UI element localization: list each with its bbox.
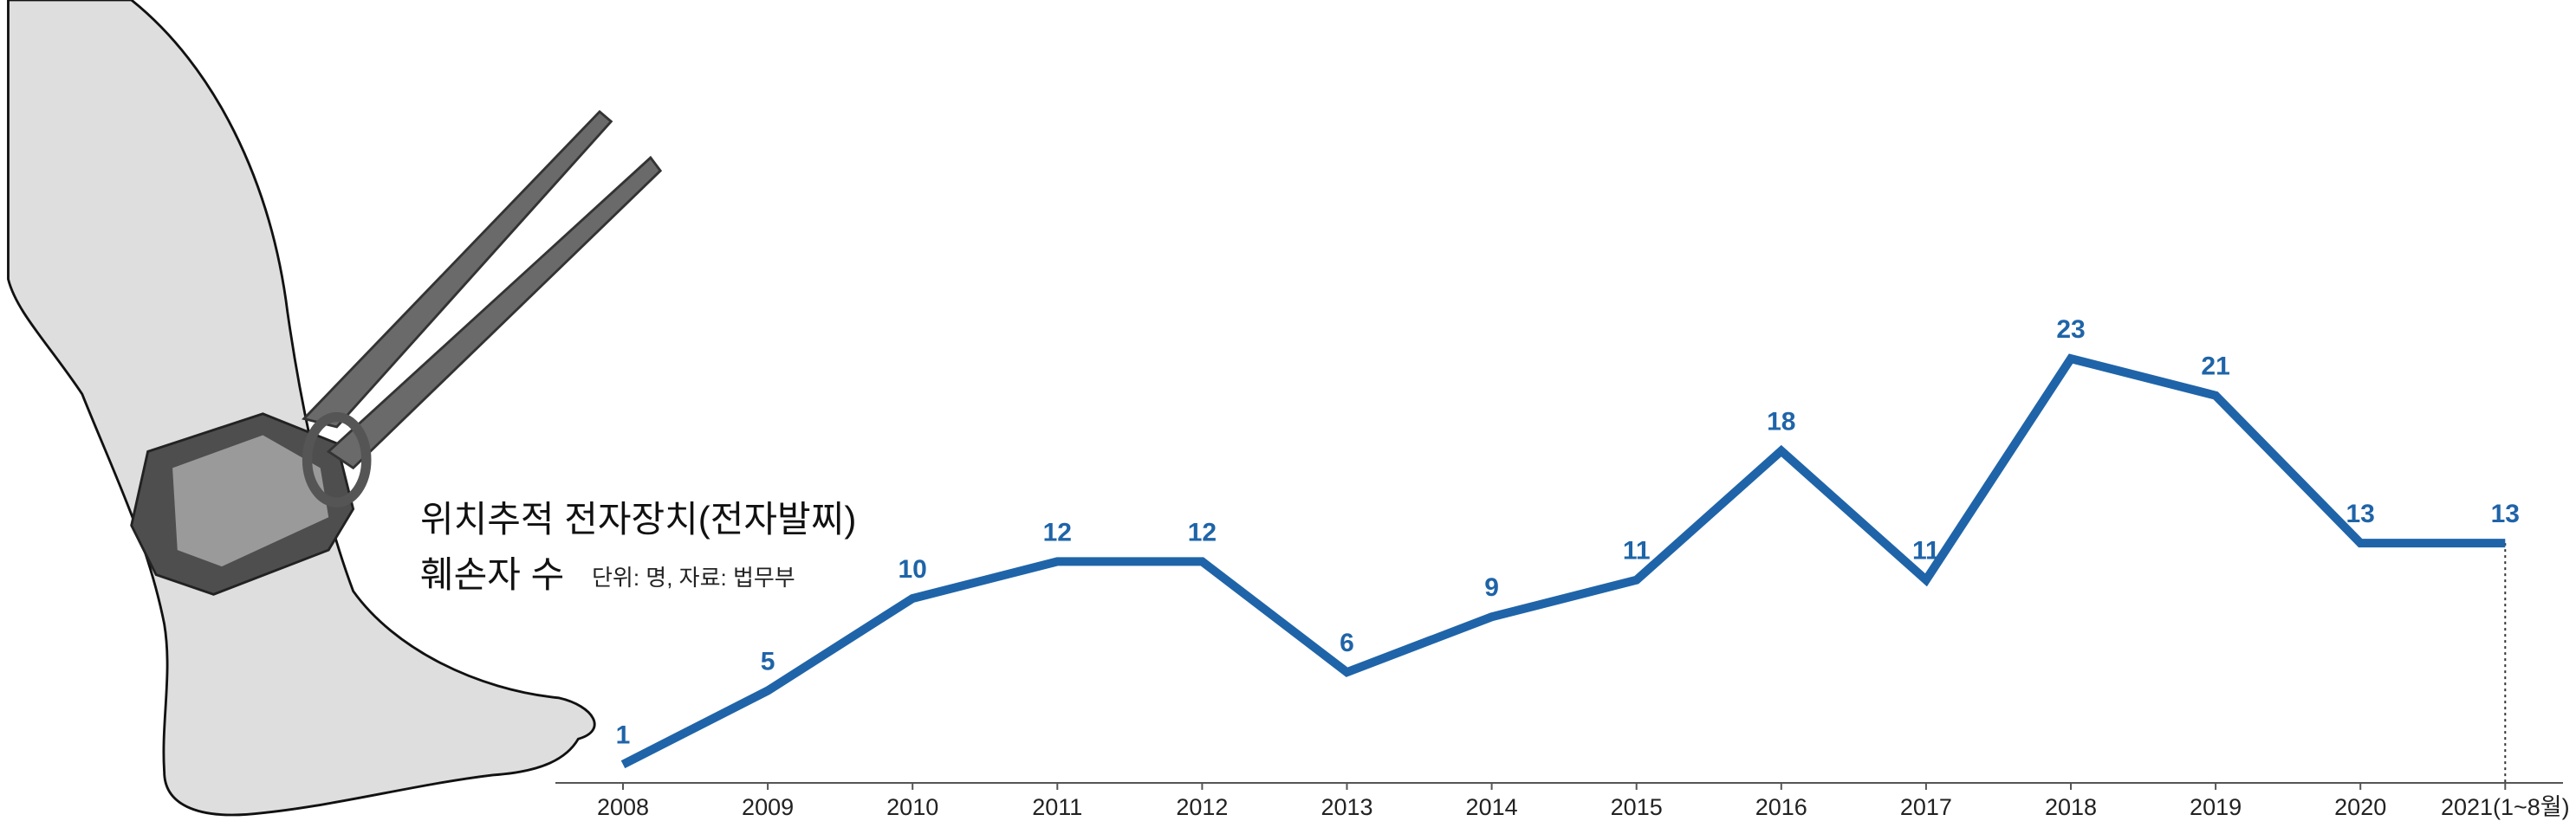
- x-tick-label: 2009: [742, 794, 794, 820]
- value-label: 12: [1188, 518, 1217, 546]
- x-tick-label: 2012: [1176, 794, 1228, 820]
- x-tick-label: 2014: [1466, 794, 1518, 820]
- value-label: 9: [1484, 573, 1499, 602]
- chart-subtitle: 단위: 명, 자료: 법무부: [592, 565, 795, 591]
- chart-title: 훼손자 수: [420, 554, 564, 595]
- illustration: [7, 0, 663, 817]
- x-tick-label: 2018: [2045, 794, 2097, 820]
- value-label: 13: [2491, 500, 2520, 528]
- x-tick-label: 2020: [2334, 794, 2386, 820]
- x-tick-label: 2016: [1755, 794, 1807, 820]
- x-tick-label: 2010: [886, 794, 938, 820]
- value-label: 10: [899, 555, 927, 584]
- chart-title: 위치추적 전자장치(전자발찌): [420, 499, 856, 540]
- value-label: 12: [1043, 518, 1072, 546]
- x-tick-label: 2019: [2190, 794, 2242, 820]
- value-label: 11: [1912, 537, 1940, 566]
- value-label: 18: [1767, 408, 1795, 436]
- value-label: 6: [1340, 629, 1354, 657]
- x-tick-label: 2013: [1320, 794, 1372, 820]
- value-label: 13: [2346, 500, 2375, 528]
- value-label: 5: [761, 647, 775, 676]
- x-tick-label: 2017: [1900, 794, 1952, 820]
- data-line: [620, 353, 2506, 769]
- value-label: 21: [2201, 352, 2229, 381]
- x-tick-label: 2021(1~8월): [2441, 794, 2570, 820]
- x-tick-label: 2011: [1032, 794, 1082, 820]
- value-label: 11: [1623, 537, 1651, 566]
- value-label: 23: [2056, 315, 2085, 344]
- x-tick-label: 2015: [1611, 794, 1663, 820]
- x-tick-label: 2008: [597, 794, 649, 820]
- value-label: 1: [616, 721, 631, 750]
